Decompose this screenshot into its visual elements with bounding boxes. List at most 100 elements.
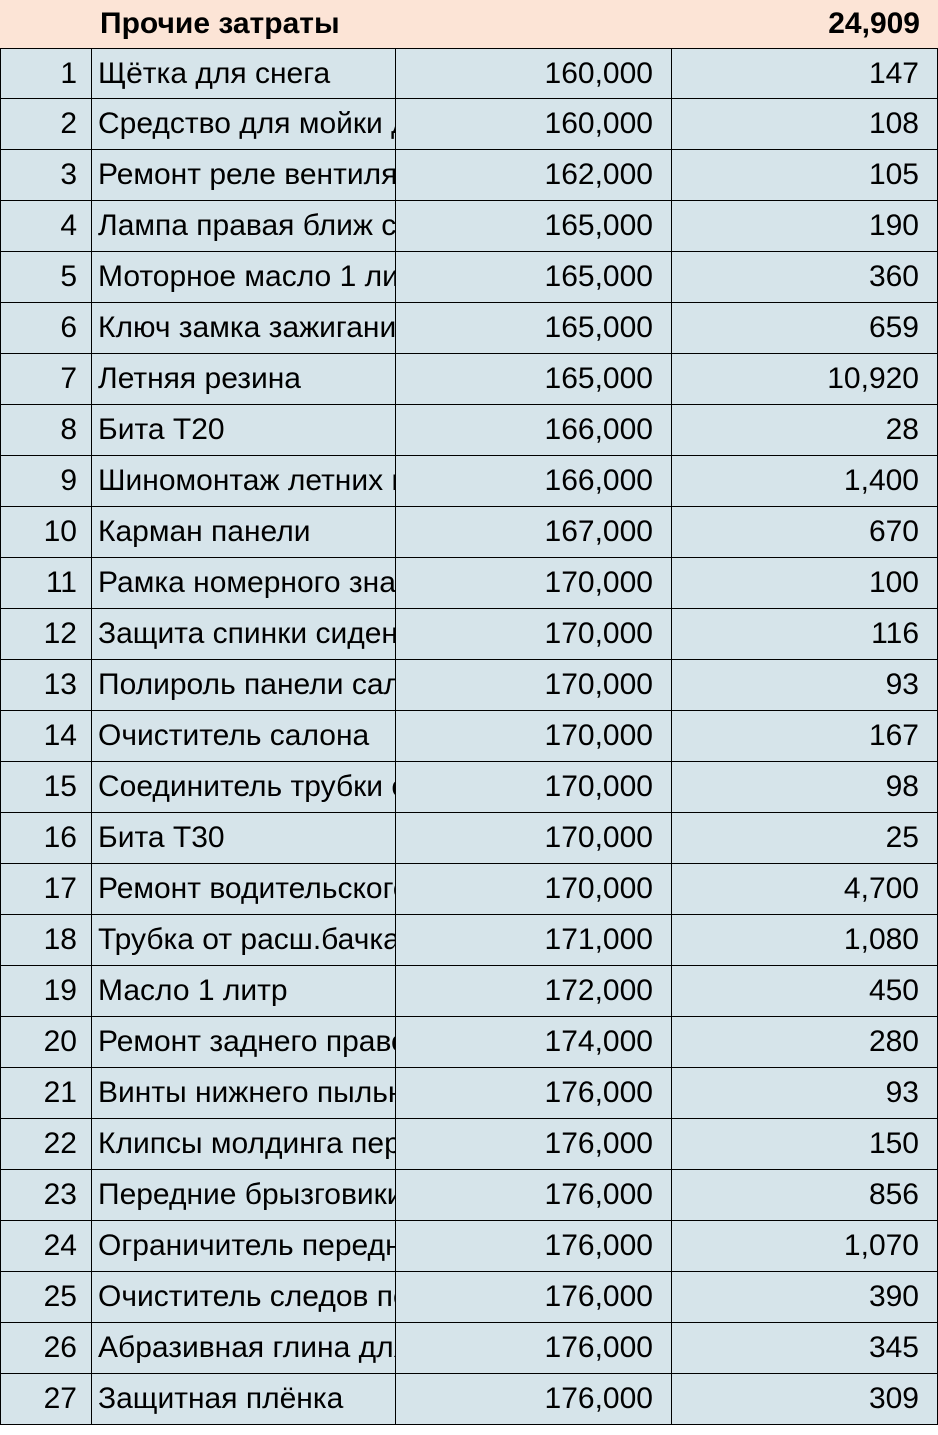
table-row: 15Соединитель трубки омыв170,00098 [0,762,938,813]
row-description: Летняя резина [92,354,396,404]
row-number: 26 [0,1323,92,1373]
row-value1: 165,000 [396,201,672,251]
row-number: 21 [0,1068,92,1118]
table-row: 2Средство для мойки двига160,000108 [0,99,938,150]
header-title: Прочие затраты [92,7,396,41]
row-value2: 108 [672,99,938,149]
row-value2: 450 [672,966,938,1016]
row-description: Ограничитель передней л [92,1221,396,1271]
row-value2: 1,080 [672,915,938,965]
row-value2: 4,700 [672,864,938,914]
row-number: 18 [0,915,92,965]
table-row: 18Трубка от расш.бачка к ра171,0001,080 [0,915,938,966]
table-row: 25Очиститель следов почек176,000390 [0,1272,938,1323]
row-number: 4 [0,201,92,251]
row-number: 23 [0,1170,92,1220]
row-description: Ремонт заднего правого ко [92,1017,396,1067]
table-row: 19Масло 1 литр172,000450 [0,966,938,1017]
row-value2: 25 [672,813,938,863]
row-number: 16 [0,813,92,863]
row-value1: 176,000 [396,1068,672,1118]
row-value1: 167,000 [396,507,672,557]
row-value1: 166,000 [396,405,672,455]
row-number: 13 [0,660,92,710]
table-row: 24Ограничитель передней л176,0001,070 [0,1221,938,1272]
row-value2: 28 [672,405,938,455]
row-value1: 160,000 [396,49,672,98]
row-value1: 170,000 [396,864,672,914]
row-description: Бита T20 [92,405,396,455]
row-description: Очиститель салона [92,711,396,761]
row-description: Абразивная глина для очи [92,1323,396,1373]
row-value1: 176,000 [396,1323,672,1373]
row-number: 1 [0,49,92,98]
row-description: Винты нижнего пыльника [92,1068,396,1118]
row-value1: 176,000 [396,1221,672,1271]
row-description: Щётка для снега [92,49,396,98]
row-description: Масло 1 литр [92,966,396,1016]
row-description: Шиномонтаж летних колес [92,456,396,506]
table-row: 4Лампа правая ближ света165,000190 [0,201,938,252]
row-value1: 170,000 [396,609,672,659]
row-value1: 176,000 [396,1272,672,1322]
row-number: 8 [0,405,92,455]
row-description: Полироль панели салона [92,660,396,710]
table-row: 13Полироль панели салона170,00093 [0,660,938,711]
row-value1: 170,000 [396,558,672,608]
row-number: 19 [0,966,92,1016]
row-description: Средство для мойки двига [92,99,396,149]
row-description: Передние брызговики [92,1170,396,1220]
row-number: 11 [0,558,92,608]
table-row: 12Защита спинки сидения170,000116 [0,609,938,660]
table-row: 9Шиномонтаж летних колес166,0001,400 [0,456,938,507]
row-value2: 10,920 [672,354,938,404]
row-description: Моторное масло 1 литр [92,252,396,302]
row-value1: 170,000 [396,711,672,761]
row-value1: 166,000 [396,456,672,506]
table-row: 26Абразивная глина для очи176,000345 [0,1323,938,1374]
row-value1: 171,000 [396,915,672,965]
table-row: 1Щётка для снега160,000147 [0,48,938,99]
row-description: Ремонт водительского сид [92,864,396,914]
row-value2: 167 [672,711,938,761]
row-value1: 165,000 [396,354,672,404]
table-row: 7Летняя резина165,00010,920 [0,354,938,405]
row-description: Соединитель трубки омыв [92,762,396,812]
row-value1: 170,000 [396,762,672,812]
row-description: Клипсы молдинга передне [92,1119,396,1169]
row-description: Рамка номерного знака [92,558,396,608]
row-value2: 670 [672,507,938,557]
row-value2: 147 [672,49,938,98]
row-value1: 176,000 [396,1170,672,1220]
row-value2: 309 [672,1374,938,1424]
row-number: 20 [0,1017,92,1067]
table-row: 5Моторное масло 1 литр165,000360 [0,252,938,303]
table-row: 11Рамка номерного знака170,000100 [0,558,938,609]
row-number: 27 [0,1374,92,1424]
expense-table: Прочие затраты 24,909 1Щётка для снега16… [0,0,938,1425]
row-number: 6 [0,303,92,353]
row-number: 12 [0,609,92,659]
row-value2: 390 [672,1272,938,1322]
row-number: 3 [0,150,92,200]
row-number: 10 [0,507,92,557]
row-value1: 172,000 [396,966,672,1016]
table-row: 17Ремонт водительского сид170,0004,700 [0,864,938,915]
row-value1: 176,000 [396,1119,672,1169]
row-number: 2 [0,99,92,149]
row-description: Очиститель следов почек [92,1272,396,1322]
row-description: Лампа правая ближ света [92,201,396,251]
table-row: 8Бита T20166,00028 [0,405,938,456]
row-value1: 160,000 [396,99,672,149]
row-value2: 105 [672,150,938,200]
row-value2: 360 [672,252,938,302]
row-value2: 100 [672,558,938,608]
row-description: Бита T30 [92,813,396,863]
row-number: 17 [0,864,92,914]
row-value2: 345 [672,1323,938,1373]
row-value2: 98 [672,762,938,812]
row-description: Карман панели [92,507,396,557]
row-number: 9 [0,456,92,506]
row-description: Трубка от расш.бачка к ра [92,915,396,965]
row-value2: 1,070 [672,1221,938,1271]
